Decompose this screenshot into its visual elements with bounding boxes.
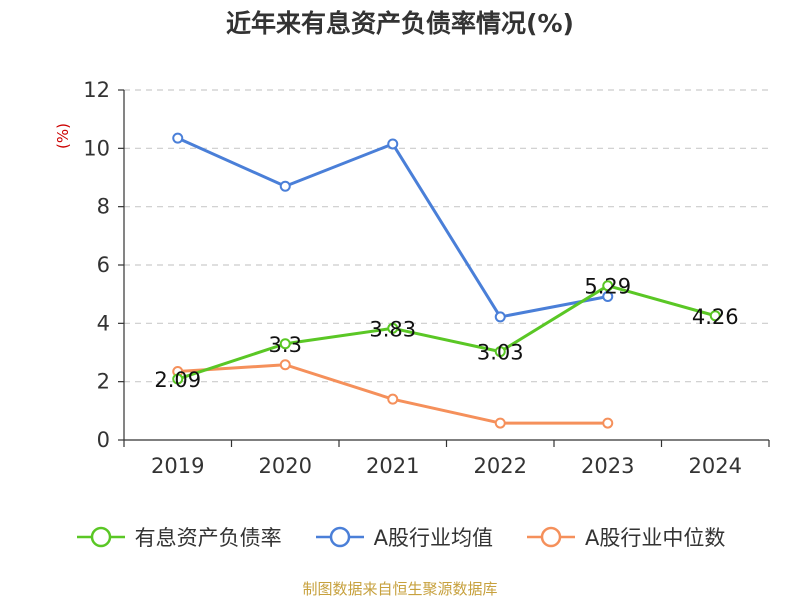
point-series-1-3	[494, 311, 506, 323]
point-series-0-4	[602, 280, 614, 292]
legend: 有息资产负债率 A股行业均值 A股行业中位数	[0, 520, 800, 554]
y-tick-label-5: 10	[83, 136, 110, 160]
point-series-0-0	[172, 373, 184, 385]
chart-title: 近年来有息资产负债率情况(%)	[226, 9, 574, 38]
point-series-2-3	[494, 417, 506, 429]
x-tick-label-4: 2023	[581, 454, 634, 478]
legend-label-0: 有息资产负债率	[134, 526, 282, 550]
y-tick-label-1: 2	[97, 370, 110, 394]
y-tick-label-6: 12	[83, 78, 110, 102]
x-tick-label-5: 2024	[689, 454, 742, 478]
point-series-1-0	[172, 132, 184, 144]
x-tick-label-1: 2020	[259, 454, 312, 478]
data-label-1: 3.3	[269, 333, 302, 357]
legend-item-series-0[interactable]: 有息资产负债率	[75, 522, 282, 552]
y-tick-label-0: 0	[97, 428, 110, 452]
legend-label-1: A股行业均值	[373, 526, 493, 550]
x-tick-label-0: 2019	[151, 454, 204, 478]
y-tick-label-3: 6	[97, 253, 110, 277]
point-series-0-1	[279, 338, 291, 350]
point-series-2-2	[387, 393, 399, 405]
series-line-1	[177, 136, 609, 319]
y-tick-label-2: 4	[97, 311, 110, 335]
point-series-1-2	[387, 138, 399, 150]
point-series-0-5	[709, 310, 721, 322]
point-series-2-1	[279, 359, 291, 371]
data-label-0: 2.09	[154, 368, 201, 392]
data-label-3: 3.03	[477, 341, 524, 365]
legend-label-2: A股行业中位数	[585, 526, 726, 550]
legend-item-series-1[interactable]: A股行业均值	[314, 522, 493, 552]
data-label-5: 4.26	[692, 305, 739, 329]
x-tick-label-3: 2022	[474, 454, 527, 478]
legend-marker-2	[527, 526, 575, 548]
y-tick-label-4: 8	[97, 195, 110, 219]
point-series-1-4	[602, 291, 614, 302]
point-series-0-3	[494, 346, 506, 358]
data-label-2: 3.83	[369, 317, 416, 341]
data-label-4: 5.29	[584, 275, 631, 299]
point-series-2-4	[602, 417, 614, 429]
legend-marker-1	[315, 526, 364, 548]
point-series-0-2	[387, 322, 399, 334]
point-series-1-1	[279, 180, 291, 192]
series-line-0	[177, 284, 716, 381]
legend-marker-0	[76, 526, 125, 548]
legend-item-series-2[interactable]: A股行业中位数	[525, 522, 725, 552]
x-tick-label-2: 2021	[366, 454, 419, 478]
data-source-note: 制图数据来自恒生聚源数据库	[302, 580, 498, 598]
